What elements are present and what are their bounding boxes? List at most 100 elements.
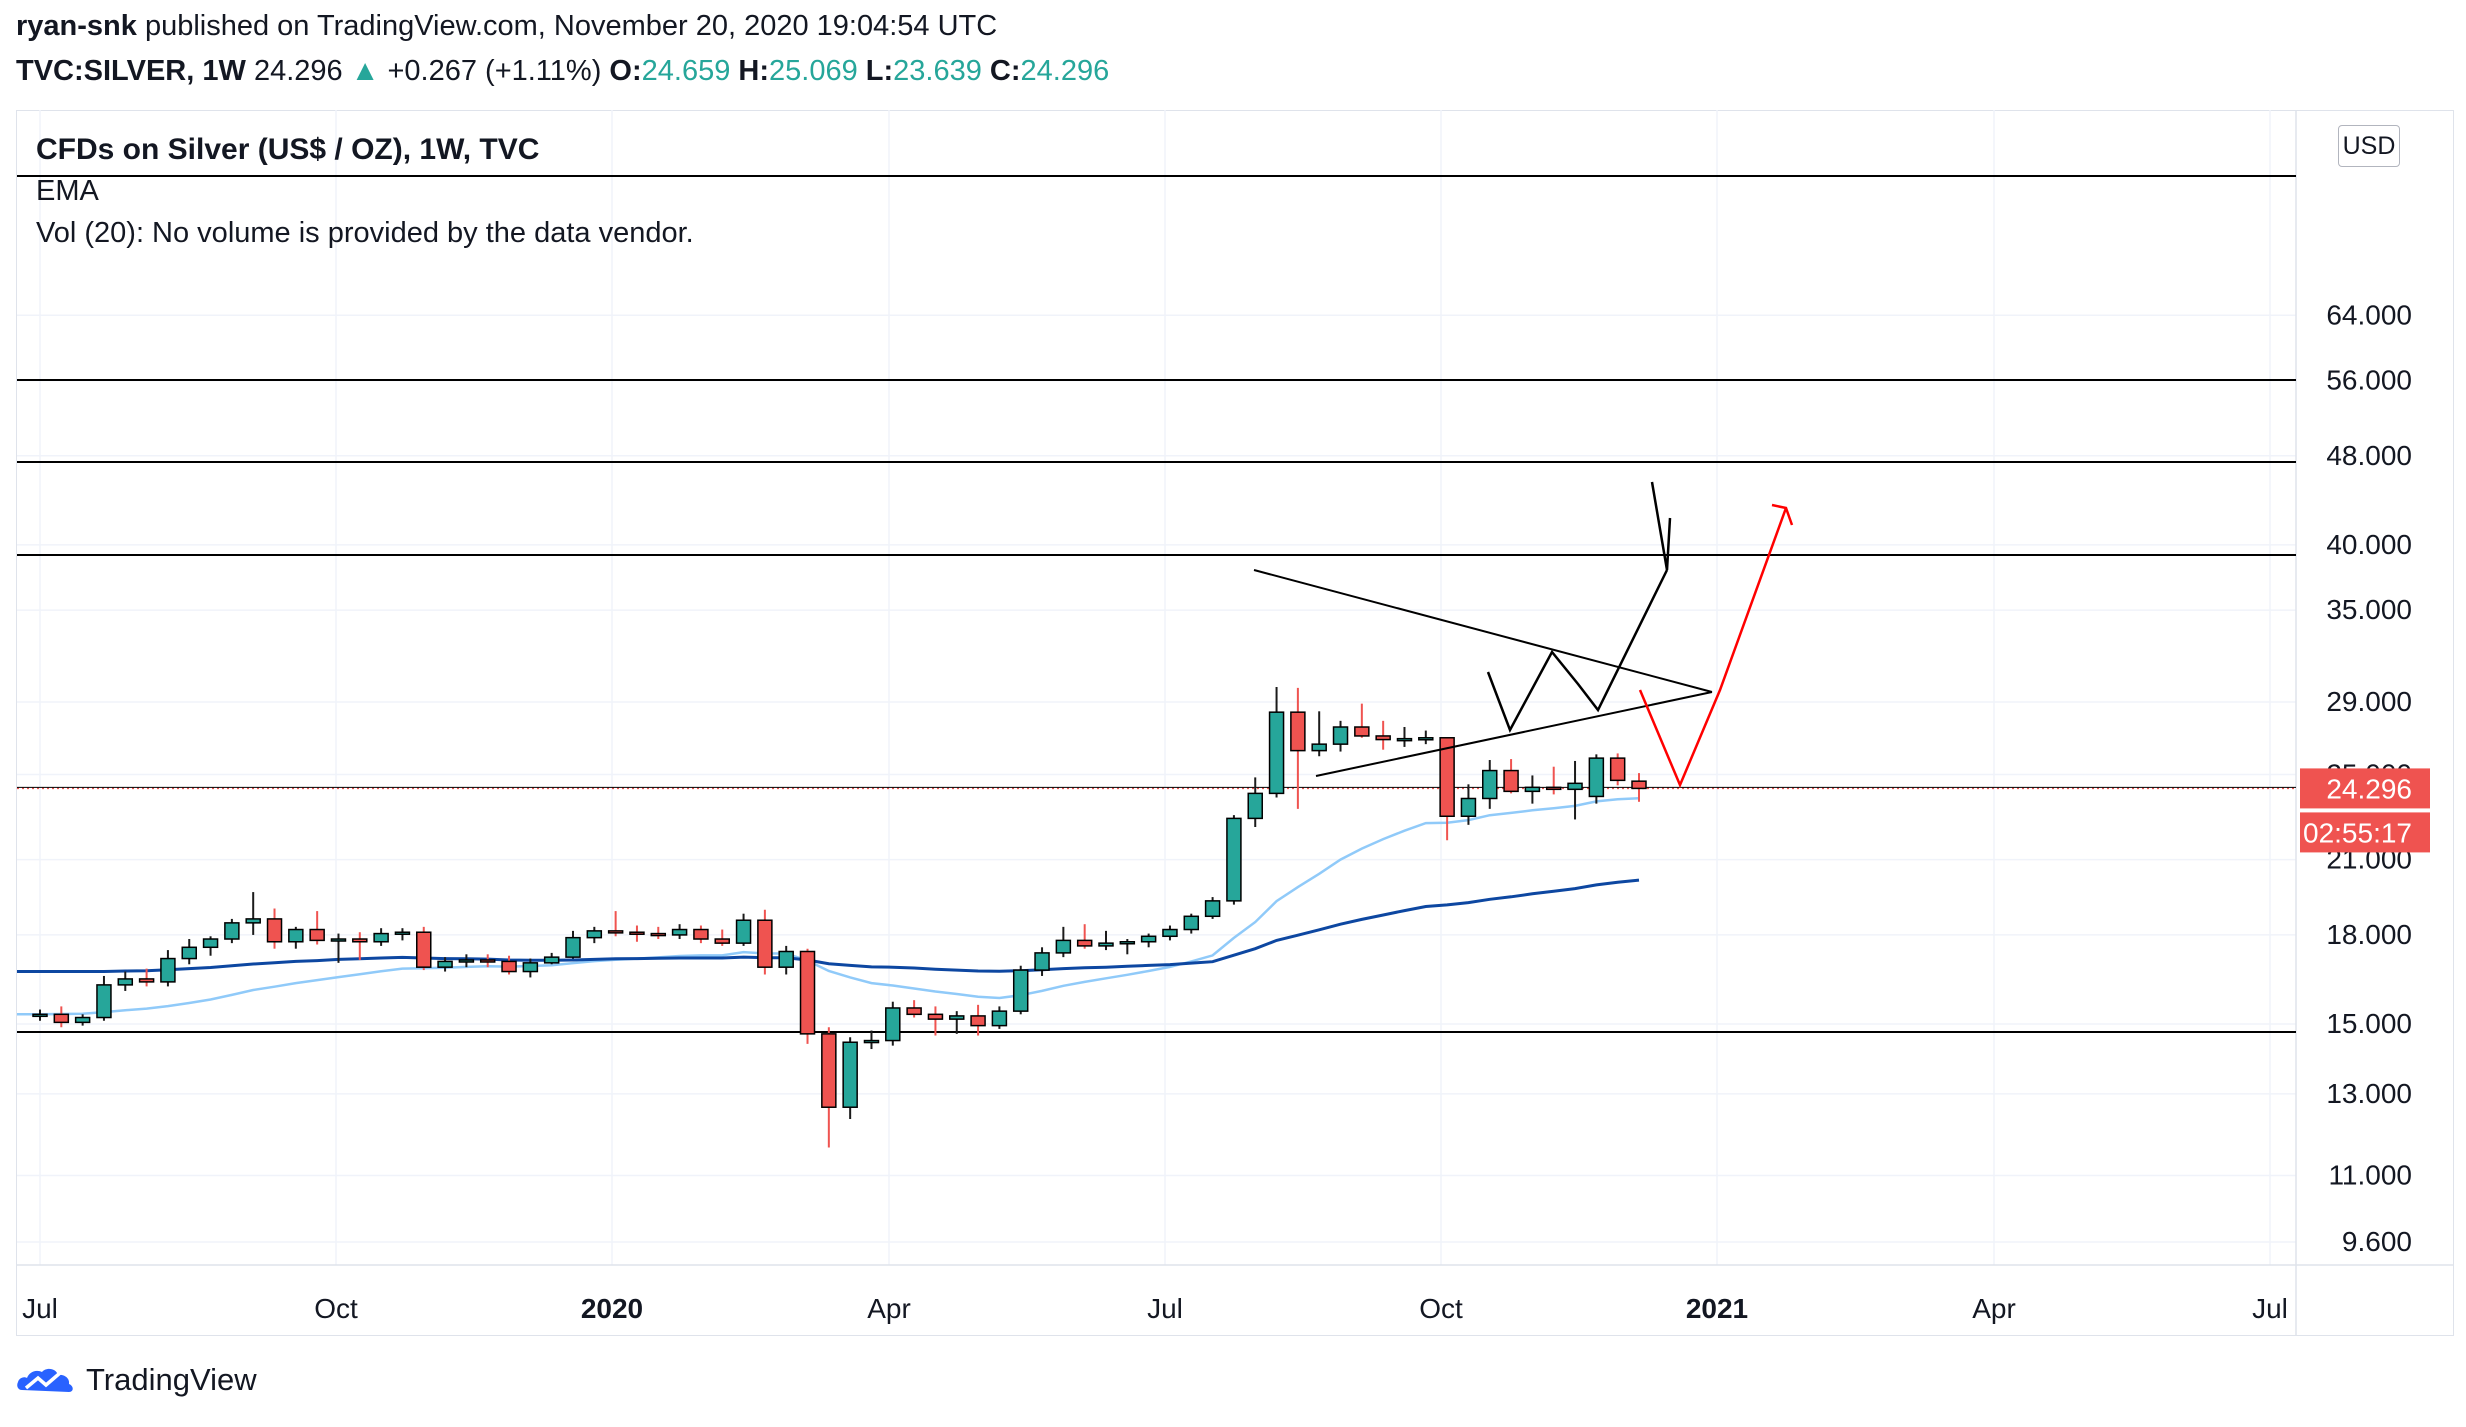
time-tick-label: 2021 [1686,1293,1748,1324]
candle-body[interactable] [309,928,325,942]
candle-body[interactable] [970,1015,986,1027]
candle-body[interactable] [394,931,411,935]
candle-body[interactable] [330,938,347,942]
candle-body[interactable] [416,931,432,968]
projection-path-black[interactable] [1486,569,1669,734]
candle-body[interactable] [1140,935,1157,943]
candle-body[interactable] [479,959,496,963]
candle-body[interactable] [735,919,752,944]
candle-body[interactable] [927,1013,944,1020]
candle-body[interactable] [522,962,539,973]
candle-body[interactable] [1460,797,1477,818]
candle-body[interactable] [1418,737,1434,741]
candle-body[interactable] [693,928,709,940]
candle-body[interactable] [117,978,134,986]
candle-body[interactable] [1055,939,1072,954]
candle-body[interactable] [1332,726,1349,745]
brand-name: TradingView [86,1362,257,1397]
candle-body[interactable] [1268,711,1285,795]
candle-body[interactable] [1482,769,1498,800]
candle-body[interactable] [949,1015,965,1020]
candle-body[interactable] [1034,952,1050,971]
author-name[interactable]: ryan-snk [16,10,137,42]
candle-body[interactable] [74,1016,91,1024]
time-tick-label: Oct [1419,1293,1463,1324]
candle-body[interactable] [96,984,112,1019]
projection-path-red[interactable] [1638,507,1788,789]
candle-body[interactable] [863,1039,880,1044]
candle-body[interactable] [1247,792,1263,820]
candle-body[interactable] [501,960,517,973]
candle-body[interactable] [991,1010,1008,1027]
candle-body[interactable] [1204,900,1221,918]
low-value: 23.639 [893,55,982,87]
candle-body[interactable] [650,932,667,937]
candle-body[interactable] [714,938,730,944]
candle-body[interactable] [1567,782,1583,791]
candle-body[interactable] [1588,757,1605,798]
candle-body[interactable] [1354,726,1370,737]
candle-body[interactable] [1439,737,1455,818]
candle-body[interactable] [1226,817,1242,902]
candle-body[interactable] [1076,939,1093,947]
price-tick-label: 64.000 [2326,299,2412,330]
price-tick-label: 18.000 [2326,919,2412,950]
candle-body[interactable] [1162,928,1178,938]
candle-body[interactable] [1503,769,1519,793]
candle-body[interactable] [842,1041,858,1108]
arrow-head-black[interactable] [1650,481,1672,571]
candle-body[interactable] [373,932,389,943]
candle-body[interactable] [1631,780,1647,790]
candle-body[interactable] [138,978,155,983]
candle-body[interactable] [799,950,816,1035]
candle-body[interactable] [607,930,624,934]
candle-body[interactable] [1524,786,1541,793]
candle-body[interactable] [757,919,773,968]
tradingview-logo[interactable]: TradingView [16,1362,257,1398]
candle-body[interactable] [458,959,475,963]
candle-body[interactable] [32,1013,48,1018]
candle-body[interactable] [1012,969,1029,1012]
candle-body[interactable] [1545,786,1562,791]
candle-body[interactable] [245,918,261,924]
candle-body[interactable] [1396,737,1413,742]
candle-body[interactable] [181,946,197,960]
candle-body[interactable] [1375,735,1391,741]
currency-button[interactable]: USD [2338,125,2400,167]
price-tick-label: 40.000 [2326,529,2412,560]
triangle-upper-line[interactable] [1253,569,1713,693]
cloud-icon [17,1368,73,1392]
time-tick-label: Apr [1972,1293,2016,1324]
candle-body[interactable] [437,960,453,968]
candle-body[interactable] [1183,915,1200,931]
candle-body[interactable] [53,1013,70,1024]
candle-body[interactable] [1290,711,1306,752]
candle-body[interactable] [288,928,304,943]
candle-body[interactable] [565,936,581,958]
candle-body[interactable] [202,938,219,949]
candle-body[interactable] [586,930,603,939]
candle-body[interactable] [352,938,368,943]
candle-body[interactable] [1311,743,1327,752]
candle-body[interactable] [1609,757,1626,782]
candle-body[interactable] [160,957,176,983]
arrow-head-red[interactable] [1771,503,1794,526]
last-price-badge [2300,768,2430,809]
candle-body[interactable] [906,1007,922,1016]
candle-body[interactable] [885,1007,901,1042]
candle-body[interactable] [1098,942,1114,947]
candle-body[interactable] [1119,941,1136,945]
price-tick-label: 11.000 [2328,1160,2412,1191]
chart-frame [16,110,2454,1336]
candle-body[interactable] [629,931,645,935]
candle-body[interactable] [778,950,794,968]
candle-body[interactable] [821,1033,837,1108]
candle-body[interactable] [543,956,560,964]
candle-body[interactable] [266,918,283,943]
price-tick-label: 13.000 [2326,1078,2412,1109]
candle-body[interactable] [224,922,240,940]
triangle-lower-line[interactable] [1315,691,1713,777]
time-tick-label: Jul [1147,1293,1183,1324]
candle-body[interactable] [671,928,688,936]
